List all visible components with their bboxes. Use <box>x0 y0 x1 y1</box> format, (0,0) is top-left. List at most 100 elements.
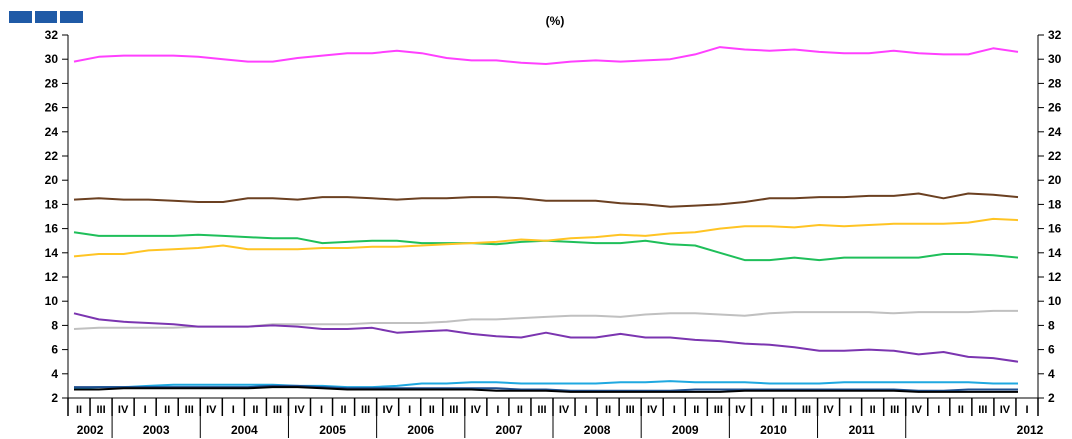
logo-block <box>60 11 84 23</box>
x-quarter-label: III <box>449 404 458 416</box>
x-quarter-label: IV <box>735 404 746 416</box>
series-line-1 <box>73 46 1019 65</box>
x-year-label: 2005 <box>319 423 346 437</box>
y-tick-label: 32 <box>1048 28 1062 42</box>
x-quarter-label: IV <box>1000 404 1011 416</box>
y-tick-label: 10 <box>1048 294 1062 308</box>
y-tick-label: 24 <box>45 125 59 139</box>
y-tick-label: 20 <box>1048 173 1062 187</box>
x-quarter-label: II <box>781 404 787 416</box>
y-tick-label: 6 <box>1048 343 1055 357</box>
x-quarter-label: II <box>164 404 170 416</box>
x-quarter-label: I <box>232 404 235 416</box>
x-quarter-label: III <box>978 404 987 416</box>
x-year-label: 2004 <box>231 423 258 437</box>
y-tick-label: 20 <box>45 173 59 187</box>
series-line-9 <box>74 386 1018 393</box>
x-quarter-label: II <box>76 404 82 416</box>
x-quarter-label: I <box>496 404 499 416</box>
x-year-label: 2007 <box>496 423 523 437</box>
y-tick-label: 12 <box>45 270 59 284</box>
logo-blocks-icon <box>9 11 84 23</box>
x-quarter-label: II <box>341 404 347 416</box>
y-tick-label: 6 <box>51 343 58 357</box>
series-line-7 <box>73 380 1018 390</box>
series-line-6 <box>73 312 1019 363</box>
y-tick-label: 32 <box>45 28 59 42</box>
x-quarter-label: II <box>517 404 523 416</box>
x-quarter-label: IV <box>471 404 482 416</box>
y-tick-label: 2 <box>1048 391 1055 405</box>
x-year-label: 2008 <box>584 423 611 437</box>
y-tick-label: 8 <box>51 318 58 332</box>
x-quarter-label: III <box>802 404 811 416</box>
y-tick-label: 18 <box>45 197 59 211</box>
y-tick-label: 12 <box>1048 270 1062 284</box>
x-quarter-label: II <box>958 404 964 416</box>
chart-title: (%) <box>546 14 565 28</box>
x-quarter-label: III <box>890 404 899 416</box>
x-quarter-label: IV <box>294 404 305 416</box>
x-quarter-label: I <box>408 404 411 416</box>
y-tick-label: 30 <box>1048 52 1062 66</box>
y-tick-label: 10 <box>45 294 59 308</box>
y-tick-label: 16 <box>45 222 59 236</box>
y-tick-label: 18 <box>1048 197 1062 211</box>
x-quarter-label: IV <box>118 404 129 416</box>
x-quarter-label: III <box>361 404 370 416</box>
y-tick-label: 28 <box>1048 76 1062 90</box>
x-quarter-label: III <box>537 404 546 416</box>
y-tick-label: 4 <box>1048 367 1055 381</box>
y-tick-label: 14 <box>45 246 59 260</box>
x-quarter-label: IV <box>559 404 570 416</box>
x-quarter-label: I <box>761 404 764 416</box>
x-quarter-label: II <box>605 404 611 416</box>
y-tick-label: 2 <box>51 391 58 405</box>
series-line-8 <box>74 384 1018 392</box>
y-tick-label: 26 <box>1048 101 1062 115</box>
x-quarter-label: III <box>626 404 635 416</box>
x-quarter-label: II <box>252 404 258 416</box>
y-tick-label: 4 <box>51 367 58 381</box>
x-quarter-label: IV <box>382 404 393 416</box>
logo-block <box>9 11 32 23</box>
x-quarter-label: III <box>714 404 723 416</box>
x-year-label: 2003 <box>143 423 170 437</box>
logo-block <box>34 11 58 23</box>
x-quarter-label: IV <box>206 404 217 416</box>
x-quarter-label: IV <box>912 404 923 416</box>
chart-series <box>73 46 1019 393</box>
x-year-label: 2012 <box>1017 423 1044 437</box>
x-quarter-label: I <box>585 404 588 416</box>
y-tick-label: 14 <box>1048 246 1062 260</box>
series-line-2 <box>73 192 1019 208</box>
y-tick-label: 24 <box>1048 125 1062 139</box>
x-quarter-label: II <box>870 404 876 416</box>
x-year-label: 2009 <box>672 423 699 437</box>
x-quarter-label: III <box>96 404 105 416</box>
x-quarter-label: IV <box>647 404 658 416</box>
x-year-label: 2002 <box>77 423 104 437</box>
y-tick-label: 30 <box>45 52 59 66</box>
y-tick-label: 16 <box>1048 222 1062 236</box>
x-quarter-label: I <box>1025 404 1028 416</box>
x-quarter-label: IV <box>823 404 834 416</box>
x-quarter-label: I <box>937 404 940 416</box>
x-year-label: 2011 <box>849 423 875 437</box>
x-quarter-label: III <box>273 404 282 416</box>
y-tick-label: 22 <box>1048 149 1062 163</box>
y-tick-label: 26 <box>45 101 59 115</box>
x-quarter-label: II <box>693 404 699 416</box>
x-quarter-label: II <box>429 404 435 416</box>
x-quarter-label: I <box>673 404 676 416</box>
x-axis-ticks: II III IV I II III IV I II III IV I II III IV I II III IV I… <box>67 398 1044 438</box>
x-quarter-label: III <box>185 404 194 416</box>
y-tick-label: 28 <box>45 76 59 90</box>
x-quarter-label: I <box>144 404 147 416</box>
x-quarter-label: I <box>849 404 852 416</box>
x-year-label: 2010 <box>760 423 787 437</box>
series-line-4 <box>73 217 1019 258</box>
y-tick-label: 8 <box>1048 318 1055 332</box>
x-year-label: 2006 <box>407 423 434 437</box>
